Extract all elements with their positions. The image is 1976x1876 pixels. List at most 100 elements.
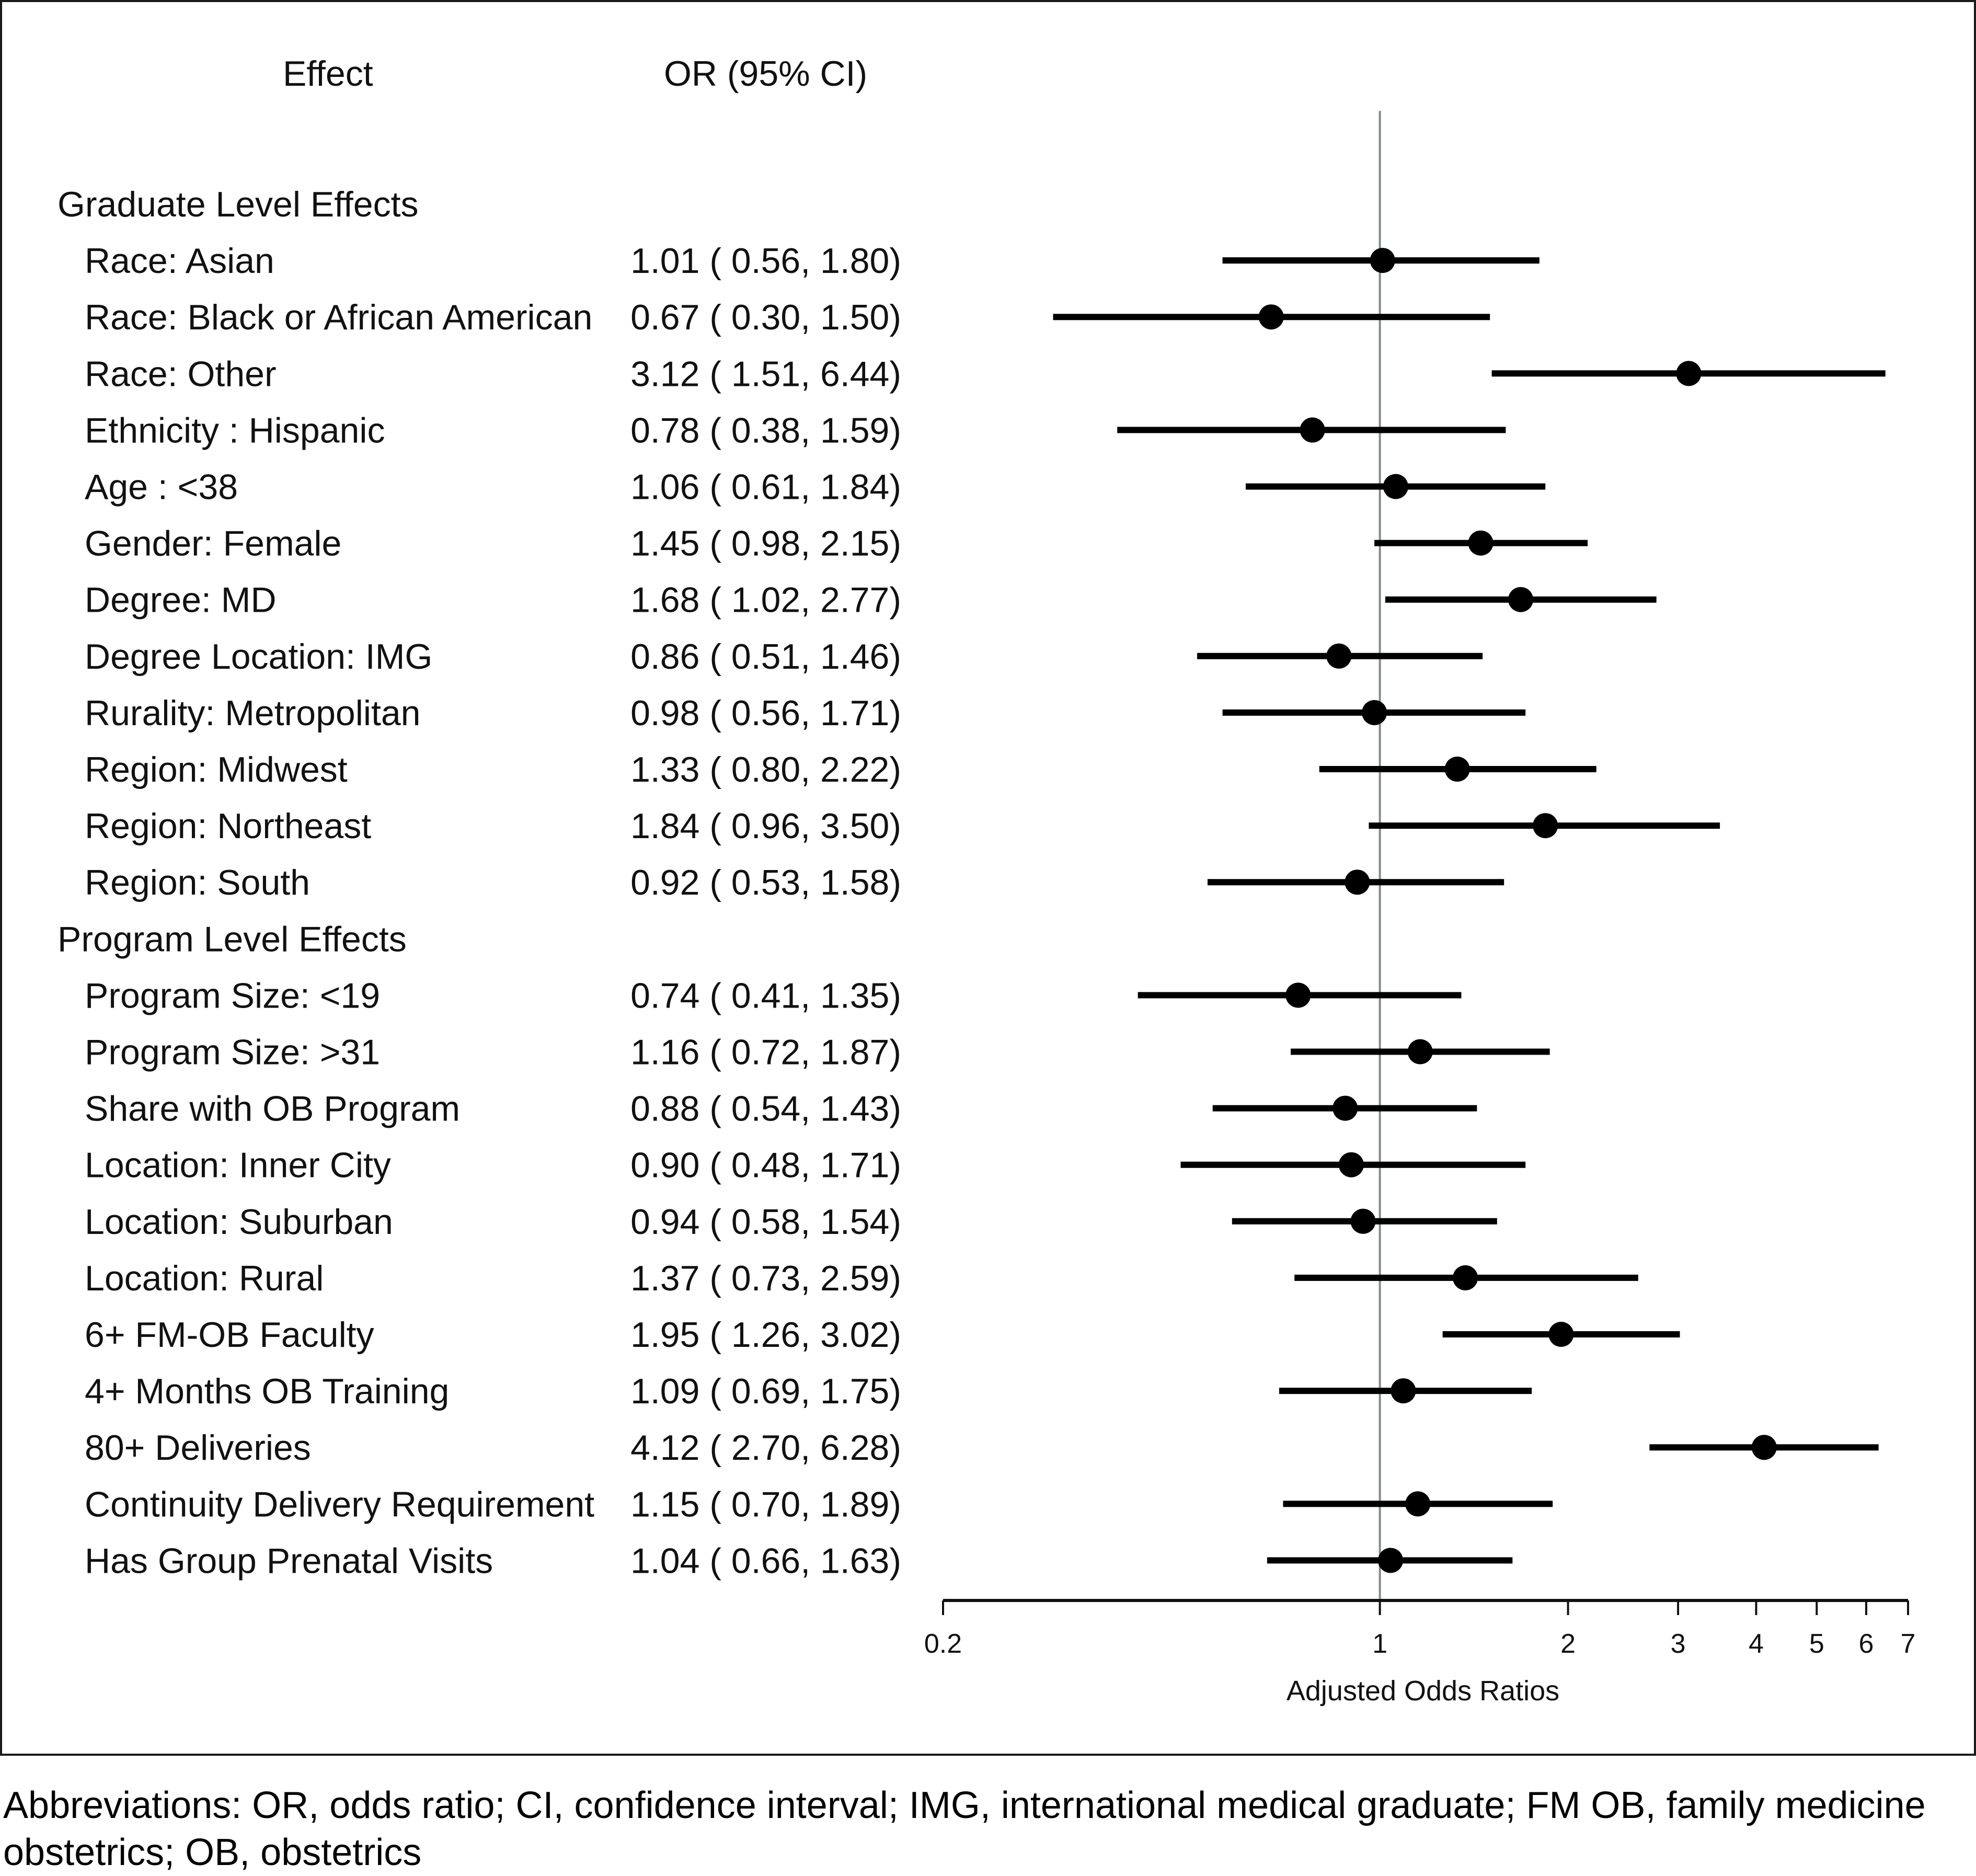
effect-label: Region: South <box>85 863 310 902</box>
or-ci-value: 1.33 ( 0.80, 2.22) <box>630 750 901 790</box>
figure-frame <box>0 0 1976 1756</box>
or-ci-value: 4.12 ( 2.70, 6.28) <box>630 1428 901 1468</box>
forest-row: Region: Midwest 1.33 ( 0.80, 2.22) <box>85 750 1596 790</box>
or-ci-value: 0.78 ( 0.38, 1.59) <box>630 410 901 450</box>
effect-label: Race: Asian <box>85 241 274 281</box>
effect-label: Degree Location: IMG <box>85 637 432 677</box>
forest-row: Has Group Prenatal Visits 1.04 ( 0.66, 1.… <box>85 1541 1513 1581</box>
forest-row: Gender: Female 1.45 ( 0.98, 2.15) <box>85 524 1588 564</box>
effect-label: Location: Suburban <box>85 1202 393 1242</box>
effect-label: Program Size: <19 <box>85 976 380 1015</box>
or-ci-value: 1.45 ( 0.98, 2.15) <box>630 524 901 564</box>
rows-layer: Graduate Level Effects Race: Asian 1.01 ( … <box>58 185 1886 1581</box>
forest-row: Degree: MD 1.68 ( 1.02, 2.77) <box>85 580 1657 620</box>
header-or-ci: OR (95% CI) <box>664 54 867 94</box>
effect-label: Degree: MD <box>85 580 277 620</box>
or-point-marker <box>1350 1208 1376 1234</box>
forest-row: Race: Black or African American 0.67 ( 0.… <box>85 298 1490 337</box>
footnote: Abbreviations: OR, odds ratio; CI, confi… <box>3 1785 1926 1873</box>
or-point-marker <box>1326 643 1352 669</box>
x-tick-label: 0.2 <box>924 1629 962 1659</box>
x-tick-label: 1 <box>1372 1629 1387 1659</box>
effect-label: Gender: Female <box>85 524 341 564</box>
forest-row: Race: Other 3.12 ( 1.51, 6.44) <box>85 354 1886 394</box>
forest-row: Program Size: >31 1.16 ( 0.72, 1.87) <box>85 1033 1550 1072</box>
forest-row: 80+ Deliveries 4.12 ( 2.70, 6.28) <box>85 1428 1879 1468</box>
forest-row: Region: Northeast 1.84 ( 0.96, 3.50) <box>85 806 1720 846</box>
group-header: Program Level Effects <box>58 919 407 959</box>
or-point-marker <box>1548 1322 1574 1347</box>
x-tick-label: 2 <box>1560 1629 1576 1659</box>
forest-row: Degree Location: IMG 0.86 ( 0.51, 1.46) <box>85 637 1483 677</box>
or-ci-value: 1.01 ( 0.56, 1.80) <box>630 241 901 281</box>
x-tick-label: 6 <box>1859 1629 1874 1659</box>
x-tick-label: 5 <box>1809 1629 1824 1659</box>
or-ci-value: 3.12 ( 1.51, 6.44) <box>630 354 901 394</box>
effect-label: Age : <38 <box>85 467 238 507</box>
effect-label: Rurality: Metropolitan <box>85 693 420 733</box>
x-tick-label: 4 <box>1749 1629 1764 1659</box>
forest-row: Continuity Delivery Requirement 1.15 ( 0.… <box>85 1484 1553 1524</box>
or-ci-value: 1.16 ( 0.72, 1.87) <box>630 1033 901 1072</box>
forest-row: 4+ Months OB Training 1.09 ( 0.69, 1.75) <box>85 1371 1532 1411</box>
or-point-marker <box>1444 757 1470 782</box>
or-ci-value: 0.92 ( 0.53, 1.58) <box>630 863 901 902</box>
effect-label: Has Group Prenatal Visits <box>85 1541 493 1581</box>
or-point-marker <box>1258 304 1284 330</box>
forest-row: Region: South 0.92 ( 0.53, 1.58) <box>85 863 1504 902</box>
effect-label: Share with OB Program <box>85 1089 460 1129</box>
effect-label: 80+ Deliveries <box>85 1428 311 1468</box>
effect-label: Program Size: >31 <box>85 1033 380 1072</box>
forest-row: Location: Rural 1.37 ( 0.73, 2.59) <box>85 1259 1638 1298</box>
x-axis: 0.2 1 2 3 4 5 6 7 <box>924 1599 1916 1659</box>
or-ci-value: 0.90 ( 0.48, 1.71) <box>630 1146 901 1185</box>
forest-row: Race: Asian 1.01 ( 0.56, 1.80) <box>85 241 1540 281</box>
or-point-marker <box>1533 813 1558 839</box>
or-ci-value: 0.67 ( 0.30, 1.50) <box>630 298 901 337</box>
forest-row: Location: Inner City 0.90 ( 0.48, 1.71) <box>85 1146 1526 1185</box>
forest-row: Program Size: <19 0.74 ( 0.41, 1.35) <box>85 976 1462 1015</box>
or-ci-value: 1.06 ( 0.61, 1.84) <box>630 467 901 507</box>
or-point-marker <box>1300 417 1325 443</box>
or-point-marker <box>1362 700 1387 725</box>
or-ci-value: 1.04 ( 0.66, 1.63) <box>630 1541 901 1581</box>
or-point-marker <box>1407 1039 1433 1065</box>
or-point-marker <box>1383 474 1408 499</box>
or-ci-value: 1.15 ( 0.70, 1.89) <box>630 1484 901 1524</box>
or-point-marker <box>1508 587 1534 612</box>
effect-label: 6+ FM-OB Faculty <box>85 1315 374 1355</box>
or-point-marker <box>1285 982 1311 1008</box>
or-point-marker <box>1370 248 1395 273</box>
forest-row: 6+ FM-OB Faculty 1.95 ( 1.26, 3.02) <box>85 1315 1680 1355</box>
effect-label: 4+ Months OB Training <box>85 1371 449 1411</box>
x-tick-label: 3 <box>1671 1629 1686 1659</box>
effect-label: Location: Rural <box>85 1259 324 1298</box>
or-ci-value: 0.98 ( 0.56, 1.71) <box>630 693 901 733</box>
effect-label: Location: Inner City <box>85 1146 391 1185</box>
or-ci-value: 1.09 ( 0.69, 1.75) <box>630 1371 901 1411</box>
effect-label: Race: Other <box>85 354 277 394</box>
forest-row: Ethnicity : Hispanic 0.78 ( 0.38, 1.59) <box>85 410 1506 450</box>
effect-label: Continuity Delivery Requirement <box>85 1484 594 1524</box>
x-tick-label: 7 <box>1901 1629 1916 1659</box>
or-ci-value: 0.74 ( 0.41, 1.35) <box>630 976 901 1015</box>
or-point-marker <box>1391 1378 1416 1404</box>
forest-plot: Effect OR (95% CI) Graduate Level Effect… <box>58 54 1916 1707</box>
or-ci-value: 1.68 ( 1.02, 2.77) <box>630 580 901 620</box>
or-ci-value: 0.94 ( 0.58, 1.54) <box>630 1202 901 1242</box>
or-point-marker <box>1676 361 1702 386</box>
or-point-marker <box>1453 1265 1478 1290</box>
header-effect: Effect <box>283 54 373 94</box>
or-point-marker <box>1751 1435 1777 1460</box>
or-ci-value: 1.95 ( 1.26, 3.02) <box>630 1315 901 1355</box>
effect-label: Ethnicity : Hispanic <box>85 410 385 450</box>
forest-row: Location: Suburban 0.94 ( 0.58, 1.54) <box>85 1202 1497 1242</box>
group-header: Graduate Level Effects <box>58 185 419 224</box>
or-point-marker <box>1332 1095 1358 1121</box>
x-axis-label: Adjusted Odds Ratios <box>1286 1675 1559 1707</box>
forest-row: Share with OB Program 0.88 ( 0.54, 1.43) <box>85 1089 1477 1129</box>
effect-label: Race: Black or African American <box>85 298 592 337</box>
or-point-marker <box>1345 870 1370 895</box>
or-ci-value: 1.37 ( 0.73, 2.59) <box>630 1259 901 1298</box>
or-ci-value: 0.86 ( 0.51, 1.46) <box>630 637 901 677</box>
